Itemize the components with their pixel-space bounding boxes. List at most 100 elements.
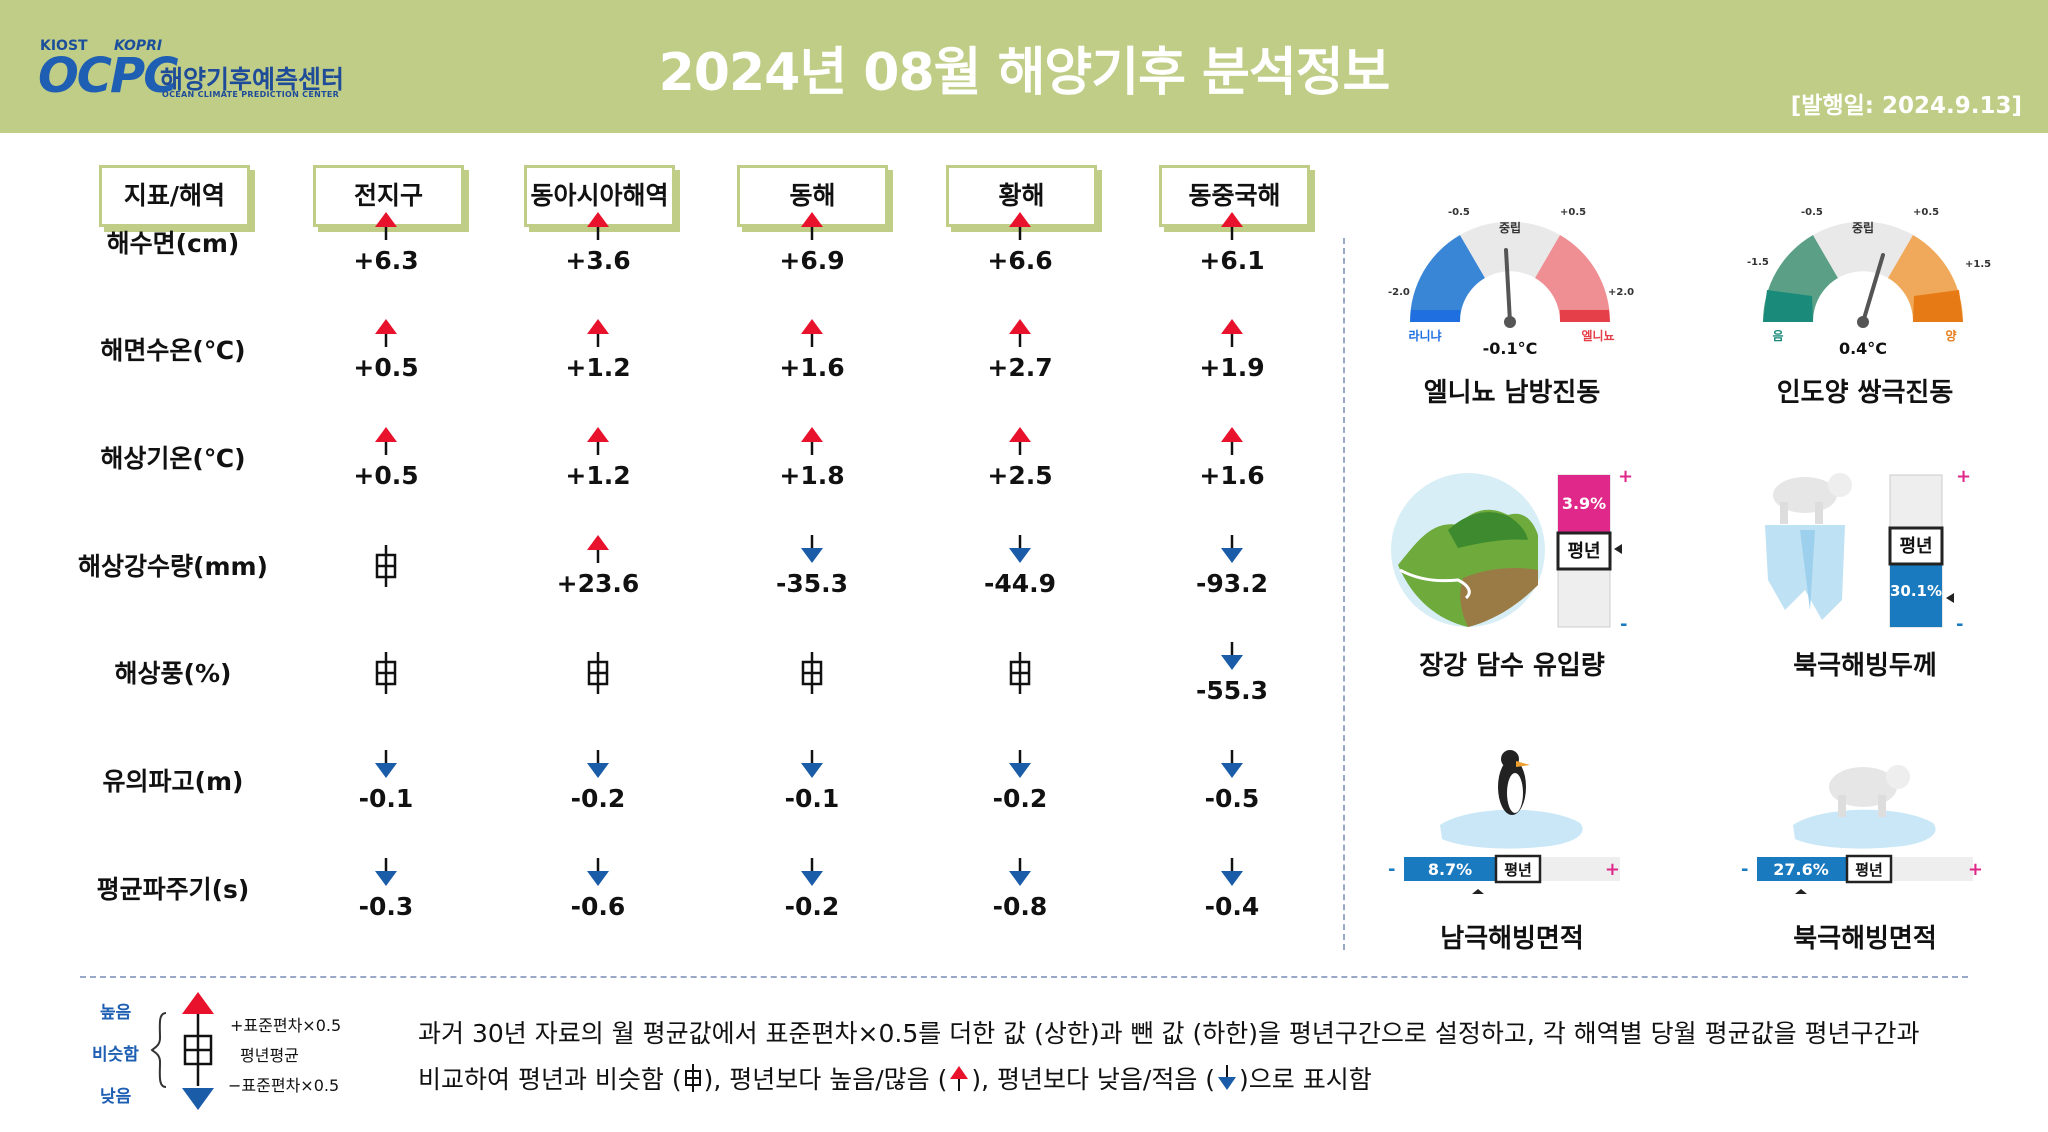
cell-value: +1.2	[565, 461, 631, 490]
arctic-thickness-title: 북극해빙두께	[1793, 651, 1937, 681]
iod-tick-p15: +1.5	[1965, 259, 1991, 270]
logo-kiost: KIOST	[40, 38, 88, 54]
cell-value: -0.5	[1204, 784, 1260, 813]
row-label: 평균파주기(s)	[96, 875, 250, 904]
enso-value: -0.1°C	[1483, 339, 1538, 358]
cell-east-asia	[528, 640, 668, 720]
cell-east-china-sea: -0.5	[1162, 748, 1302, 828]
cell-east-asia: +23.6	[528, 533, 668, 613]
arrow-down-icon	[1009, 750, 1031, 778]
note-line-2-part-c: ), 평년보다 낮음/적음 (	[971, 1065, 1216, 1094]
arrow-up-icon	[801, 427, 823, 455]
enso-elnino-label: 엘니뇨	[1581, 328, 1614, 343]
arctic-iceberg-illustration	[1765, 525, 1845, 620]
cell-value: -0.8	[992, 892, 1048, 921]
enso-gauge: -2.0 -0.5 +0.5 +2.0 중립 라니냐 엘니뇨 -0.1°C	[1388, 207, 1634, 358]
cell-east-sea: -0.1	[742, 748, 882, 828]
cell-east-china-sea: -0.4	[1162, 856, 1302, 936]
iod-tick-p05: +0.5	[1913, 207, 1939, 218]
arrow-down-icon	[1221, 535, 1243, 563]
cell-value: +1.6	[779, 353, 845, 382]
iod-value: 0.4°C	[1839, 339, 1887, 358]
cell-value: +1.6	[1199, 461, 1265, 490]
row-label: 유의파고(m)	[102, 767, 244, 796]
antarctic-area-plus: +	[1605, 859, 1620, 880]
publish-date: [발행일: 2024.9.13]	[1790, 93, 2022, 119]
antarctic-area-normal-label: 평년	[1504, 861, 1532, 879]
cell-value: -0.1	[784, 784, 840, 813]
ocpc-logo: KIOST KOPRI OCPC 해양기후예측센터 OCEAN CLIMATE …	[38, 30, 358, 100]
cell-value: +1.2	[565, 353, 631, 382]
cell-yellow-sea	[950, 640, 1090, 720]
enso-neutral-label: 중립	[1499, 221, 1521, 235]
cell-east-sea: +6.9	[742, 210, 882, 290]
legend-high: 높음	[100, 1003, 132, 1023]
arctic-thickness-normal-label: 평년	[1899, 536, 1932, 557]
arrow-up-icon	[587, 427, 609, 455]
enso-tick-p2: +2.0	[1608, 287, 1634, 298]
arctic-area-minus: -	[1741, 859, 1748, 880]
note-line-1: 과거 30년 자료의 월 평균값에서 표준편차×0.5를 더한 값 (상한)과 …	[418, 1019, 1920, 1048]
normal-range-icon	[375, 652, 397, 694]
cell-yellow-sea: +2.5	[950, 425, 1090, 505]
cell-east-asia: -0.2	[528, 748, 668, 828]
cell-east-sea: -0.2	[742, 856, 882, 936]
cell-value: +0.5	[353, 353, 419, 382]
arrow-down-icon	[1221, 858, 1243, 886]
arctic-thickness-minus: -	[1956, 614, 1963, 630]
cell-east-asia: -0.6	[528, 856, 668, 936]
row-label: 해상강수량(mm)	[78, 552, 268, 581]
enso-tick-m2: -2.0	[1388, 287, 1410, 298]
enso-tick-m05: -0.5	[1448, 207, 1470, 218]
antarctic-area-title: 남극해빙면적	[1440, 924, 1584, 954]
cell-yellow-sea: +6.6	[950, 210, 1090, 290]
horizontal-divider	[80, 976, 1968, 978]
logo-kopri: KOPRI	[114, 38, 163, 54]
cell-east-sea: +1.6	[742, 317, 882, 397]
arrow-up-icon	[1009, 319, 1031, 347]
cell-value: -0.3	[358, 892, 414, 921]
cell-east-sea: -35.3	[742, 533, 882, 613]
iod-tick-m05: -0.5	[1801, 207, 1823, 218]
note-line-2-part-a: 비교하여 평년과 비슷함 (	[418, 1065, 682, 1094]
vertical-divider	[1343, 238, 1345, 950]
arrow-down-icon	[801, 858, 823, 886]
yangtze-normal-label: 평년	[1567, 541, 1600, 562]
yangtze-title: 장강 담수 유입량	[1419, 651, 1605, 681]
arrow-up-icon	[801, 212, 823, 240]
cell-value: -0.2	[784, 892, 840, 921]
arctic-area-value: 27.6%	[1773, 860, 1829, 879]
arrow-up-icon	[1221, 319, 1243, 347]
normal-range-icon	[1009, 652, 1031, 694]
arrow-up-icon	[1221, 427, 1243, 455]
arctic-area-title: 북극해빙면적	[1793, 924, 1937, 954]
arrow-down-icon	[1009, 535, 1031, 563]
logo-english-name: OCEAN CLIMATE PREDICTION CENTER	[162, 90, 340, 99]
cell-value: -0.6	[570, 892, 626, 921]
cell-value: -93.2	[1195, 569, 1269, 598]
arrow-up-icon	[801, 319, 823, 347]
normal-range-icon	[375, 545, 397, 587]
arctic-thickness-plus: +	[1956, 466, 1971, 487]
cell-global: +0.5	[316, 425, 456, 505]
row-label: 해수면(cm)	[106, 229, 240, 258]
normal-range-icon	[587, 652, 609, 694]
cell-global	[316, 640, 456, 720]
cell-yellow-sea: -44.9	[950, 533, 1090, 613]
cell-value: -55.3	[1195, 676, 1269, 705]
cell-east-china-sea: -93.2	[1162, 533, 1302, 613]
arctic-thickness-value: 30.1%	[1890, 582, 1942, 600]
antarctic-area-value: 8.7%	[1428, 860, 1472, 879]
cell-east-china-sea: -55.3	[1162, 640, 1302, 720]
arrow-up-icon	[1009, 212, 1031, 240]
cell-global: -0.1	[316, 748, 456, 828]
cell-east-asia: +1.2	[528, 425, 668, 505]
legend-similar: 비슷함	[92, 1045, 139, 1065]
cell-value: +23.6	[556, 569, 640, 598]
antarctic-ice-illustration	[1440, 809, 1583, 849]
row-label: 해상풍(%)	[114, 659, 232, 688]
arrow-down-icon	[587, 858, 609, 886]
cell-value: +1.8	[779, 461, 845, 490]
iod-positive-label: 양	[1945, 328, 1956, 343]
cell-value: -35.3	[775, 569, 849, 598]
